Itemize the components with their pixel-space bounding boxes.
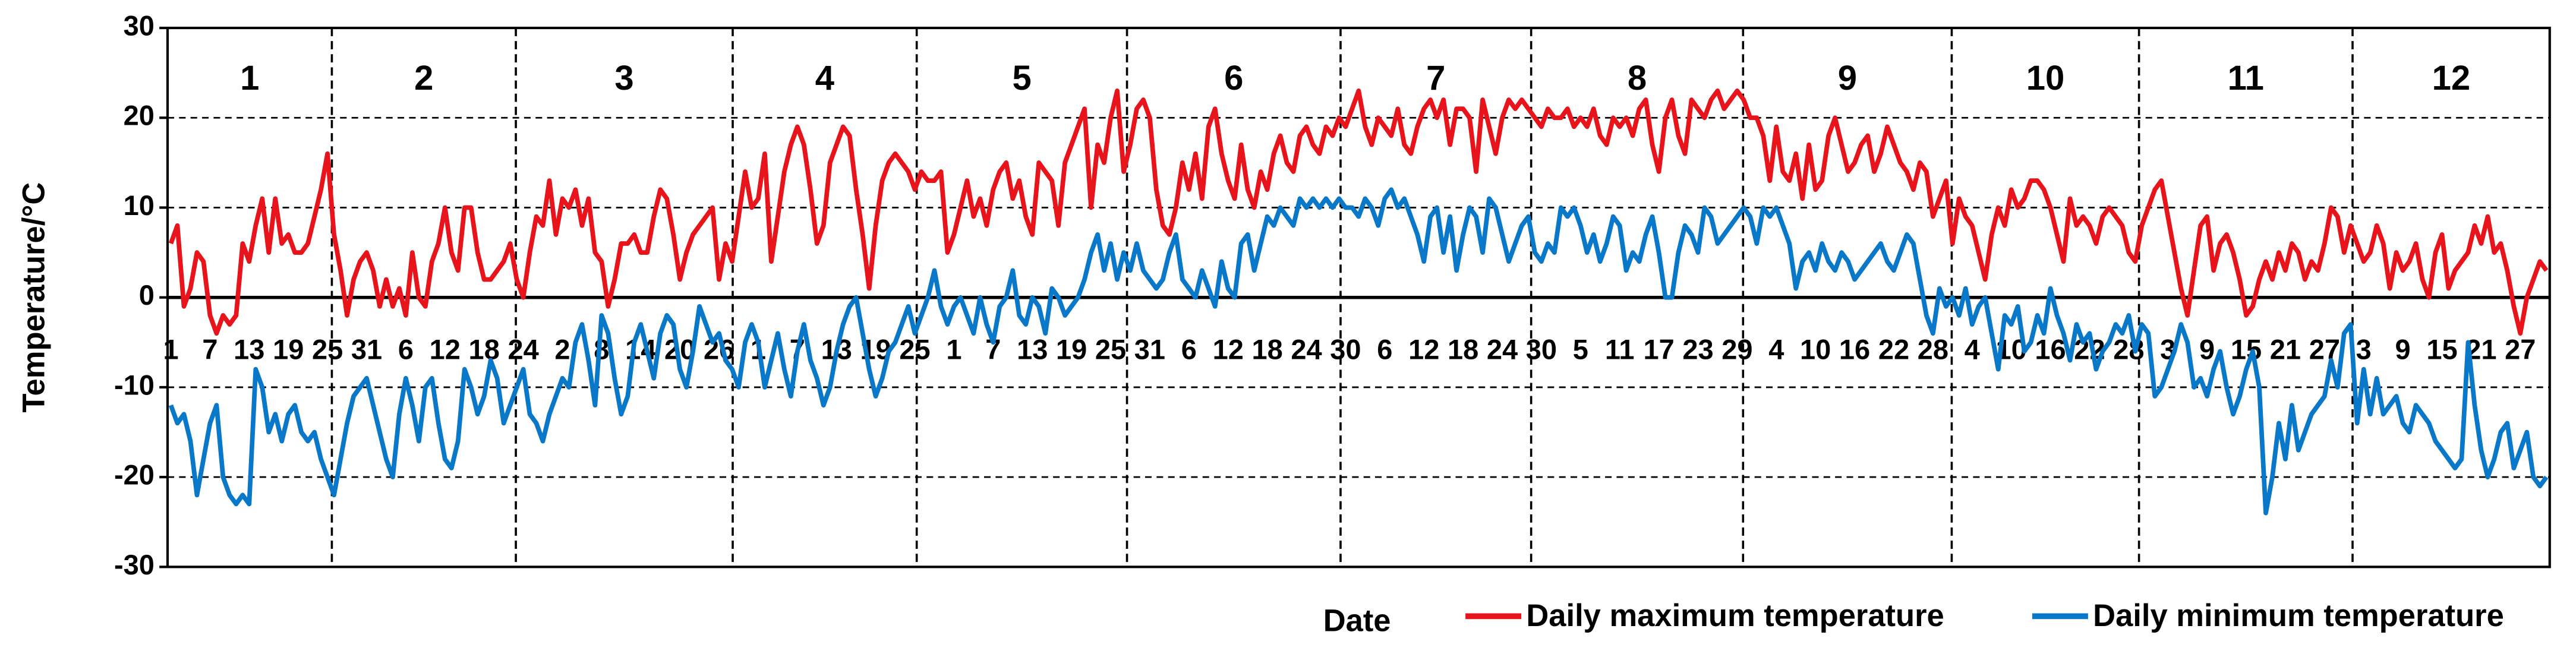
x-tick-label: 30 [1330, 333, 1361, 365]
x-tick-label: 1 [163, 333, 178, 365]
x-tick-label: 24 [1487, 333, 1518, 365]
y-tick-label: 20 [124, 100, 155, 131]
x-tick-label: 6 [1377, 333, 1392, 365]
y-tick-label: 10 [124, 189, 155, 221]
data-line [168, 89, 2549, 336]
x-tick-label: 21 [2270, 333, 2301, 365]
x-tick-label: 13 [1017, 333, 1048, 365]
x-tick-label: 25 [312, 333, 343, 365]
x-tick-label: 31 [351, 333, 382, 365]
x-tick-label: 15 [2426, 333, 2457, 365]
x-tick-label: 5 [1573, 333, 1588, 365]
month-label: 10 [2026, 59, 2065, 97]
y-tick-label: -30 [114, 549, 155, 580]
x-tick-label: 31 [1134, 333, 1165, 365]
month-label: 4 [815, 59, 834, 97]
x-tick-label: 25 [899, 333, 930, 365]
x-tick-label: 28 [1918, 333, 1948, 365]
data-line [168, 187, 2549, 516]
x-tick-label: 27 [2505, 333, 2536, 365]
month-label: 11 [2228, 59, 2264, 97]
x-tick-label: 22 [1878, 333, 1909, 365]
x-tick-label: 11 [1605, 333, 1635, 365]
x-tick-label: 27 [2309, 333, 2340, 365]
x-tick-label: 30 [1526, 333, 1557, 365]
x-tick-label: 6 [1181, 333, 1197, 365]
x-axis-label: Date [1323, 603, 1391, 638]
x-tick-label: 9 [2199, 333, 2215, 365]
y-axis-label: Temperature/°C [17, 182, 52, 413]
month-label: 7 [1426, 59, 1445, 97]
x-tick-label: 16 [2035, 333, 2066, 365]
x-tick-label: 24 [1291, 333, 1322, 365]
x-tick-label: 19 [1056, 333, 1087, 365]
plot-frame [166, 26, 2551, 568]
x-tick-label: 2 [554, 333, 570, 365]
legend-label: Daily maximum temperature [1526, 598, 1944, 633]
x-tick-label: 12 [1408, 333, 1439, 365]
y-tick-label: -20 [114, 459, 155, 491]
x-tick-label: 13 [234, 333, 264, 365]
y-tick-label: 0 [139, 279, 155, 311]
x-tick-label: 3 [2356, 333, 2372, 365]
x-tick-label: 6 [398, 333, 414, 365]
month-label: 6 [1224, 59, 1243, 97]
x-tick-label: 7 [202, 333, 217, 365]
x-tick-label: 19 [273, 333, 304, 365]
y-tick-label: 30 [124, 10, 155, 41]
x-tick-label: 1 [946, 333, 961, 365]
x-tick-label: 16 [1839, 333, 1870, 365]
x-tick-label: 18 [1448, 333, 1478, 365]
month-label: 12 [2432, 59, 2471, 97]
month-label: 9 [1838, 59, 1857, 97]
month-label: 2 [414, 59, 433, 97]
x-tick-label: 10 [1800, 333, 1831, 365]
x-tick-label: 15 [2231, 333, 2262, 365]
month-label: 5 [1012, 59, 1031, 97]
x-tick-label: 9 [2395, 333, 2411, 365]
x-tick-label: 12 [430, 333, 461, 365]
x-tick-label: 18 [1251, 333, 1282, 365]
x-tick-label: 4 [1965, 333, 1980, 365]
legend-label: Daily minimum temperature [2093, 598, 2504, 633]
x-tick-label: 17 [1643, 333, 1674, 365]
x-tick-label: 18 [469, 333, 500, 365]
y-tick-label: -10 [114, 369, 155, 400]
month-label: 8 [1628, 59, 1647, 97]
month-label: 3 [614, 59, 633, 97]
x-tick-label: 25 [1095, 333, 1126, 365]
x-tick-label: 4 [1768, 333, 1784, 365]
month-label: 1 [240, 59, 259, 97]
x-tick-label: 24 [507, 333, 538, 365]
x-tick-label: 29 [1721, 333, 1752, 365]
x-tick-label: 23 [1682, 333, 1713, 365]
x-tick-label: 12 [1213, 333, 1244, 365]
